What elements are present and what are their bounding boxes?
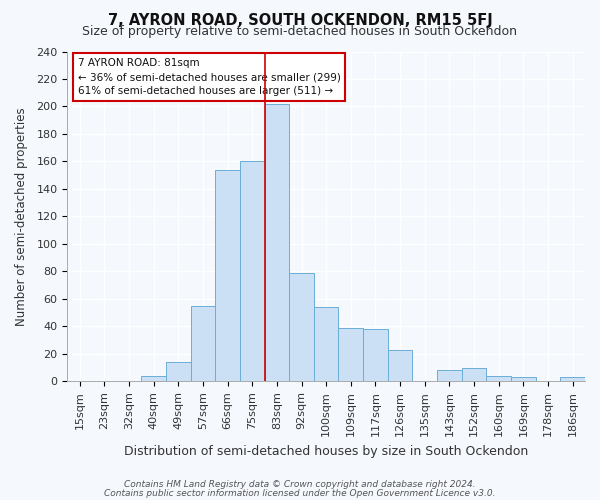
Y-axis label: Number of semi-detached properties: Number of semi-detached properties: [15, 107, 28, 326]
Bar: [487, 376, 511, 382]
Text: 7 AYRON ROAD: 81sqm
← 36% of semi-detached houses are smaller (299)
61% of semi-: 7 AYRON ROAD: 81sqm ← 36% of semi-detach…: [77, 58, 341, 96]
Bar: [511, 378, 536, 382]
Bar: [462, 368, 487, 382]
Bar: [388, 350, 412, 382]
X-axis label: Distribution of semi-detached houses by size in South Ockendon: Distribution of semi-detached houses by …: [124, 444, 528, 458]
Bar: [191, 306, 215, 382]
Bar: [215, 170, 240, 382]
Bar: [166, 362, 191, 382]
Bar: [314, 307, 338, 382]
Bar: [240, 162, 265, 382]
Text: Size of property relative to semi-detached houses in South Ockendon: Size of property relative to semi-detach…: [83, 25, 517, 38]
Text: Contains public sector information licensed under the Open Government Licence v3: Contains public sector information licen…: [104, 489, 496, 498]
Bar: [363, 329, 388, 382]
Bar: [560, 378, 585, 382]
Bar: [265, 104, 289, 382]
Bar: [338, 328, 363, 382]
Bar: [437, 370, 462, 382]
Bar: [289, 273, 314, 382]
Bar: [141, 376, 166, 382]
Text: Contains HM Land Registry data © Crown copyright and database right 2024.: Contains HM Land Registry data © Crown c…: [124, 480, 476, 489]
Text: 7, AYRON ROAD, SOUTH OCKENDON, RM15 5FJ: 7, AYRON ROAD, SOUTH OCKENDON, RM15 5FJ: [107, 12, 493, 28]
